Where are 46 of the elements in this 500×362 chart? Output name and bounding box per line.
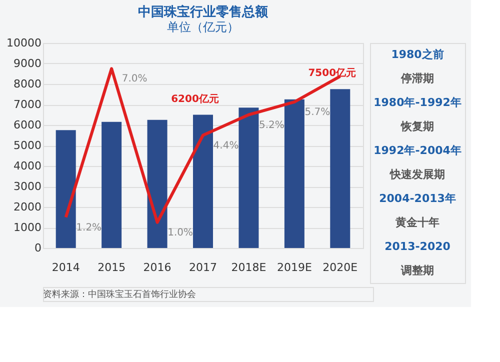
y-tick-label: 5000: [14, 139, 42, 152]
y-tick-label: 1000: [14, 221, 42, 234]
y-tick-label: 9000: [14, 57, 42, 70]
x-tick-label: 2018E: [231, 261, 266, 274]
y-tick-label: 7000: [14, 98, 42, 111]
data-label: 4.4%: [213, 140, 239, 152]
text: 2004-2013年: [379, 192, 456, 205]
annotation: 7500亿元: [308, 67, 356, 80]
text: 1980年-1992年: [374, 96, 462, 109]
data-label: 5.7%: [304, 106, 330, 118]
x-tick-label: 2016: [143, 261, 172, 274]
data-label: 5.2%: [259, 120, 284, 131]
annotation: 6200亿元: [171, 92, 219, 105]
y-tick-label: 0: [34, 242, 42, 254]
chart-subtitle: 单位（亿元）: [167, 20, 239, 34]
text: 1980之前: [391, 48, 444, 61]
text: 快速发展期: [389, 168, 445, 181]
x-tick-label: 2014: [52, 261, 80, 274]
x-tick-label: 2020E: [322, 261, 358, 274]
data-label: 1.0%: [168, 227, 193, 238]
y-tick-label: 3000: [14, 180, 42, 193]
bar: [193, 114, 213, 248]
bar: [238, 108, 259, 248]
data-label: 1.2%: [76, 222, 102, 234]
bar: [147, 120, 168, 248]
y-tick-label: 8000: [14, 78, 42, 90]
bar: [56, 130, 76, 248]
chart-title: 中国珠宝行业零售总额: [138, 4, 269, 20]
y-tick-label: 10000: [6, 36, 42, 50]
bar: [330, 89, 350, 248]
text: 黄金十年: [394, 216, 440, 229]
text: 调整期: [400, 264, 434, 277]
x-tick-label: 2019E: [276, 261, 312, 274]
x-tick-label: 2015: [98, 261, 126, 274]
y-tick-label: 6000: [14, 118, 42, 132]
y-tick-label: 2000: [14, 200, 42, 214]
data-label: 7.0%: [122, 74, 148, 85]
bar: [102, 122, 122, 248]
text: 停滞期: [400, 72, 434, 85]
y-tick-label: 4000: [14, 160, 42, 172]
text: 2013-2020: [384, 240, 451, 253]
text: 恢复期: [400, 120, 434, 133]
text: 1992年-2004年: [374, 144, 462, 157]
text: 资料来源：中国珠宝玉石首饰行业协会: [43, 289, 196, 300]
x-tick-label: 2017: [189, 261, 217, 274]
bar: [284, 99, 304, 248]
